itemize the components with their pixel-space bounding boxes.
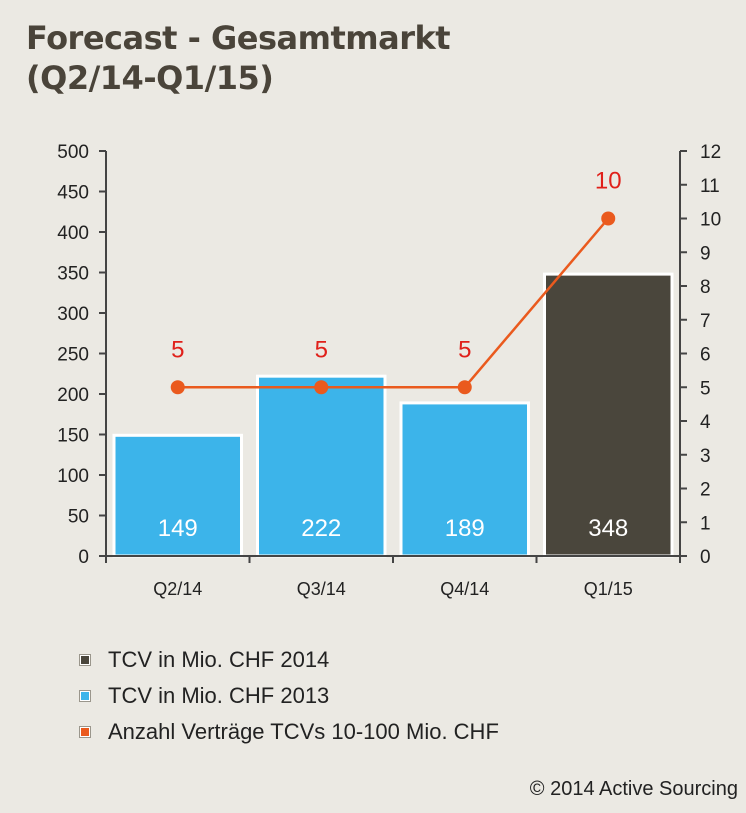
- y-tick-label-left: 350: [57, 264, 89, 285]
- y-tick-label-left: 100: [57, 466, 89, 487]
- y-tick-label-right: 3: [700, 446, 711, 467]
- y-tick-label-left: 300: [57, 304, 89, 325]
- y-tick-label-right: 5: [700, 378, 711, 399]
- bar-value-label: 348: [588, 515, 628, 542]
- y-tick-label-left: 0: [78, 547, 89, 568]
- x-tick-label: Q2/14: [153, 579, 202, 599]
- y-tick-label-left: 50: [68, 507, 89, 528]
- line-point: [601, 211, 616, 226]
- chart-title-line-2: (Q2/14-Q1/15): [26, 59, 274, 97]
- legend-label-tcv-2014: TCV in Mio. CHF 2014: [108, 647, 330, 672]
- legend: TCV in Mio. CHF 2014 TCV in Mio. CHF 201…: [80, 642, 499, 750]
- x-tick-label: Q4/14: [440, 579, 489, 599]
- y-tick-label-left: 400: [57, 223, 89, 244]
- y-tick-label-left: 150: [57, 426, 89, 447]
- bar-value-label: 189: [445, 515, 485, 542]
- line-value-label: 10: [595, 168, 622, 195]
- y-tick-label-right: 7: [700, 311, 711, 332]
- y-tick-label-left: 450: [57, 183, 89, 204]
- legend-item-tcv-2013: TCV in Mio. CHF 2013: [80, 678, 499, 714]
- y-tick-label-right: 11: [700, 176, 720, 197]
- bar-value-label: 149: [158, 515, 198, 542]
- legend-swatch-tcv-2014: [80, 655, 90, 665]
- copyright-notice: © 2014 Active Sourcing: [529, 778, 738, 800]
- y-tick-label-right: 8: [700, 277, 711, 298]
- y-tick-label-left: 500: [57, 142, 89, 163]
- y-tick-label-left: 250: [57, 345, 89, 366]
- legend-item-contract-count: Anzahl Verträge TCVs 10-100 Mio. CHF: [80, 714, 499, 750]
- legend-swatch-tcv-2013: [80, 691, 90, 701]
- legend-item-tcv-2014: TCV in Mio. CHF 2014: [80, 642, 499, 678]
- bar-q3-14: [256, 374, 387, 558]
- combo-chart: 149 222 189 3480501001502002503003504004505…: [57, 142, 721, 599]
- bar-value-label: 222: [301, 515, 341, 542]
- chart-title: Forecast - Gesamtmarkt (Q2/14-Q1/15): [26, 18, 451, 98]
- x-tick-label: Q3/14: [297, 579, 346, 599]
- legend-label-tcv-2013: TCV in Mio. CHF 2013: [108, 683, 330, 708]
- line-value-label: 5: [458, 336, 471, 363]
- y-tick-label-right: 10: [700, 210, 721, 231]
- y-tick-label-right: 12: [700, 142, 721, 163]
- y-tick-label-left: 200: [57, 385, 89, 406]
- line-value-label: 5: [315, 336, 328, 363]
- y-tick-label-right: 2: [700, 480, 711, 501]
- legend-swatch-contract-count: [80, 727, 90, 737]
- x-tick-label: Q1/15: [584, 579, 633, 599]
- y-tick-label-right: 6: [700, 345, 711, 366]
- chart-title-line-1: Forecast - Gesamtmarkt: [26, 19, 451, 57]
- legend-label-contract-count: Anzahl Verträge TCVs 10-100 Mio. CHF: [108, 719, 499, 744]
- line-point: [170, 380, 185, 395]
- line-value-label: 5: [171, 336, 184, 363]
- y-tick-label-right: 4: [700, 412, 711, 433]
- line-point: [457, 380, 472, 395]
- y-tick-label-right: 9: [700, 243, 711, 264]
- y-tick-label-right: 1: [700, 513, 711, 534]
- y-tick-label-right: 0: [700, 547, 711, 568]
- bar-q1-15: [543, 272, 674, 558]
- line-point: [314, 380, 329, 395]
- line-contract-count: [177, 217, 610, 389]
- bar-q4-14: [399, 401, 530, 558]
